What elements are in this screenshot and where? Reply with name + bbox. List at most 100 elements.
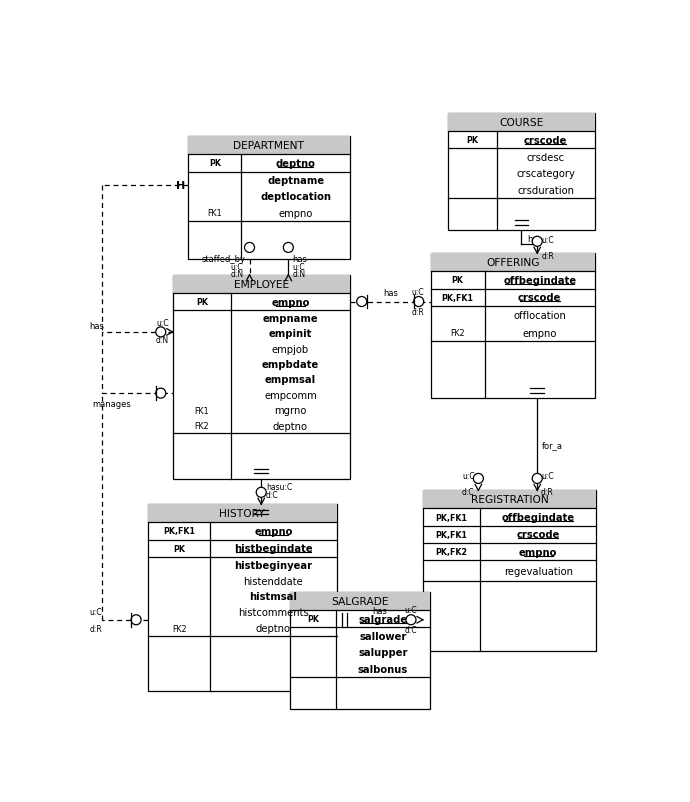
Text: u:C: u:C xyxy=(462,471,475,480)
Text: salgrade: salgrade xyxy=(358,614,408,624)
Text: PK,FK1: PK,FK1 xyxy=(164,527,195,536)
Text: crscode: crscode xyxy=(524,136,567,146)
Text: has: has xyxy=(383,289,397,298)
Text: histmsal: histmsal xyxy=(250,592,297,602)
Circle shape xyxy=(156,389,166,399)
Text: manages: manages xyxy=(92,399,130,409)
Text: histenddate: histenddate xyxy=(244,576,304,586)
Text: d:R: d:R xyxy=(90,624,102,633)
Text: u:C: u:C xyxy=(230,263,244,272)
Text: offbegindate: offbegindate xyxy=(502,512,575,522)
Text: salbonus: salbonus xyxy=(358,664,408,674)
Text: d:R: d:R xyxy=(542,252,555,261)
Text: histcomments: histcomments xyxy=(238,607,309,618)
Text: empinit: empinit xyxy=(269,329,312,339)
Bar xyxy=(423,491,596,508)
Text: PK,FK1: PK,FK1 xyxy=(435,530,467,539)
Text: deptno: deptno xyxy=(273,421,308,431)
Circle shape xyxy=(284,243,293,253)
Text: offbegindate: offbegindate xyxy=(503,276,576,286)
Text: u:C: u:C xyxy=(292,263,305,272)
Text: u:C: u:C xyxy=(542,236,555,245)
Text: FK1: FK1 xyxy=(195,407,209,415)
Text: u:C: u:C xyxy=(412,288,424,297)
Text: H: H xyxy=(176,181,185,191)
Text: empname: empname xyxy=(263,314,318,323)
Text: deptlocation: deptlocation xyxy=(260,192,331,202)
Text: PK: PK xyxy=(466,136,478,145)
Text: u:C: u:C xyxy=(541,471,553,480)
Text: EMPLOYEE: EMPLOYEE xyxy=(234,279,289,290)
Circle shape xyxy=(156,327,166,338)
Text: PK,FK2: PK,FK2 xyxy=(435,548,467,557)
Bar xyxy=(172,275,350,480)
Text: PK,FK1: PK,FK1 xyxy=(435,513,467,522)
Text: has: has xyxy=(90,322,104,331)
Circle shape xyxy=(532,474,542,484)
Text: PK: PK xyxy=(307,614,319,623)
Text: empmsal: empmsal xyxy=(265,375,316,385)
Text: staffed_by: staffed_by xyxy=(201,255,246,264)
Text: for_a: for_a xyxy=(542,440,563,449)
Text: HISTORY: HISTORY xyxy=(219,508,265,519)
Text: empno: empno xyxy=(522,328,557,338)
Text: deptname: deptname xyxy=(267,176,324,185)
Text: crsdesc: crsdesc xyxy=(526,152,564,163)
Text: PK: PK xyxy=(196,298,208,306)
Text: empno: empno xyxy=(271,298,310,307)
Text: FK2: FK2 xyxy=(172,624,186,633)
Text: PK: PK xyxy=(209,160,221,168)
Bar xyxy=(188,137,350,155)
Text: histbeginyear: histbeginyear xyxy=(235,560,313,570)
Text: PK,FK1: PK,FK1 xyxy=(442,294,473,302)
Text: u:C: u:C xyxy=(404,606,417,614)
Circle shape xyxy=(406,615,416,625)
Bar xyxy=(188,137,350,260)
Text: REGISTRATION: REGISTRATION xyxy=(471,495,549,504)
Bar xyxy=(148,504,337,523)
Circle shape xyxy=(414,298,424,307)
Bar xyxy=(448,114,595,231)
Text: regevaluation: regevaluation xyxy=(504,566,573,576)
Bar xyxy=(290,592,430,610)
Text: FK2: FK2 xyxy=(451,329,465,338)
Bar xyxy=(431,254,595,272)
Text: u:C: u:C xyxy=(156,319,169,328)
Bar xyxy=(172,275,350,294)
Text: offlocation: offlocation xyxy=(513,310,566,321)
Text: empjob: empjob xyxy=(272,344,309,354)
Text: SALGRADE: SALGRADE xyxy=(331,597,388,606)
Text: sallower: sallower xyxy=(359,631,406,641)
Text: COURSE: COURSE xyxy=(500,118,544,128)
Text: PK: PK xyxy=(452,276,464,286)
Text: crsduration: crsduration xyxy=(517,185,574,196)
Text: empno: empno xyxy=(279,209,313,219)
Circle shape xyxy=(244,243,255,253)
Text: d:R: d:R xyxy=(541,488,554,496)
Text: crscategory: crscategory xyxy=(516,169,575,179)
Text: d:N: d:N xyxy=(230,270,244,279)
Text: empbdate: empbdate xyxy=(262,359,319,370)
Text: empno: empno xyxy=(519,547,558,557)
Text: d:C: d:C xyxy=(462,488,475,496)
Text: crscode: crscode xyxy=(518,293,562,303)
Text: DEPARTMENT: DEPARTMENT xyxy=(233,141,304,151)
Circle shape xyxy=(256,488,266,498)
Text: OFFERING: OFFERING xyxy=(486,258,540,268)
Text: has: has xyxy=(528,235,542,244)
Text: histbegindate: histbegindate xyxy=(234,544,313,553)
Bar xyxy=(431,254,595,399)
Text: d:N: d:N xyxy=(156,335,169,345)
Text: has: has xyxy=(292,255,307,264)
Text: u:C: u:C xyxy=(90,607,102,616)
Text: mgrno: mgrno xyxy=(274,406,306,415)
Text: deptno: deptno xyxy=(276,159,315,168)
Text: d:N: d:N xyxy=(292,270,305,279)
Text: d:C: d:C xyxy=(404,626,417,634)
Text: has: has xyxy=(373,606,387,615)
Circle shape xyxy=(473,474,484,484)
Text: deptno: deptno xyxy=(256,623,291,634)
Bar xyxy=(148,504,337,691)
Text: d:C: d:C xyxy=(266,490,279,499)
Text: salupper: salupper xyxy=(358,647,408,658)
